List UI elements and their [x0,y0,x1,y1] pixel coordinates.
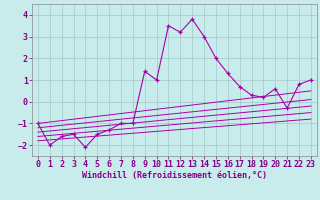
X-axis label: Windchill (Refroidissement éolien,°C): Windchill (Refroidissement éolien,°C) [82,171,267,180]
